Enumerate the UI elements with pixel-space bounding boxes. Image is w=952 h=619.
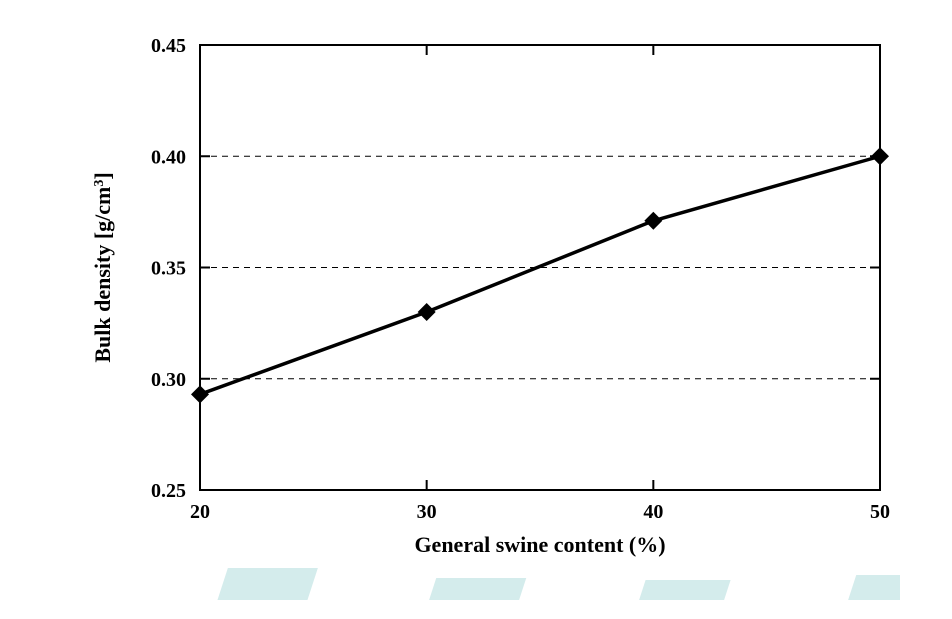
svg-text:0.40: 0.40 bbox=[151, 146, 186, 168]
svg-text:0.25: 0.25 bbox=[151, 480, 186, 502]
svg-text:0.30: 0.30 bbox=[151, 369, 186, 391]
svg-text:40: 40 bbox=[643, 501, 663, 523]
line-chart: 20 30 40 50 0.25 0.30 0.35 0.40 0.45 General swin… bbox=[50, 20, 900, 600]
chart-container: 20 30 40 50 0.25 0.30 0.35 0.40 0.45 General swin… bbox=[50, 20, 900, 580]
svg-text:20: 20 bbox=[190, 501, 210, 523]
svg-text:30: 30 bbox=[417, 501, 437, 523]
svg-text:50: 50 bbox=[870, 501, 890, 523]
svg-text:0.45: 0.45 bbox=[151, 35, 186, 57]
svg-text:0.35: 0.35 bbox=[151, 258, 186, 280]
svg-text:General swine content (%): General swine content (%) bbox=[414, 532, 665, 557]
svg-text:Bulk density [g/cm3]: Bulk density [g/cm3] bbox=[90, 172, 115, 362]
